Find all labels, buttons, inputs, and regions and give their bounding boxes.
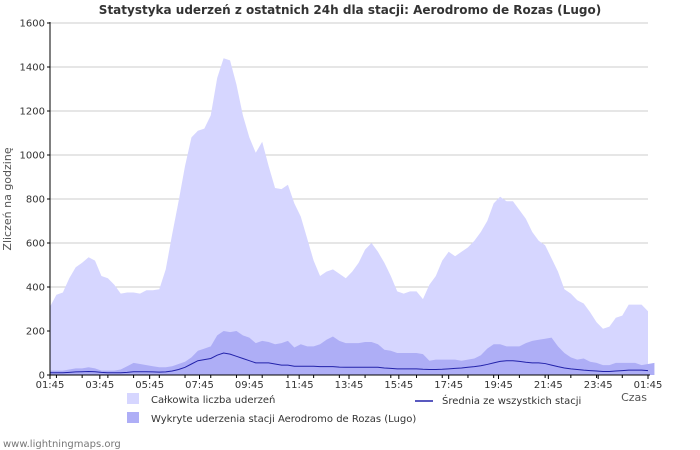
x-tick-label: 05:45 bbox=[135, 380, 164, 391]
series-station-area bbox=[50, 331, 655, 375]
chart-title: Statystyka uderzeń z ostatnich 24h dla s… bbox=[99, 3, 601, 17]
x-tick-label: 17:45 bbox=[434, 380, 463, 391]
y-tick-label: 1000 bbox=[20, 151, 45, 162]
y-tick-label: 400 bbox=[26, 283, 45, 294]
legend-swatch-total bbox=[127, 393, 139, 404]
series-average-line bbox=[50, 352, 649, 374]
y-tick-label: 800 bbox=[26, 195, 45, 206]
x-tick-label: 19:45 bbox=[484, 380, 513, 391]
series-total-area bbox=[50, 58, 648, 375]
x-tick-label: 09:45 bbox=[235, 380, 264, 391]
y-axis-label: Zliczeń na godzinę bbox=[1, 147, 14, 250]
legend-label-station: Wykryte uderzenia stacji Aerodromo de Ro… bbox=[151, 414, 416, 425]
y-tick-labels: 0 200 400 600 800 1000 1200 1400 1600 bbox=[20, 19, 45, 382]
x-tick-label: 11:45 bbox=[285, 380, 314, 391]
x-tick-label: 23:45 bbox=[584, 380, 613, 391]
data-areas bbox=[50, 58, 655, 375]
legend-label-average: Średnia ze wszystkich stacji bbox=[442, 394, 581, 407]
x-tick-label: 01:45 bbox=[36, 380, 65, 391]
x-tick-labels: 01:45 03:45 05:45 07:45 09:45 11:45 13:45 15:45… bbox=[36, 380, 663, 391]
y-tick-label: 0 bbox=[39, 371, 45, 382]
legend-label-total: Całkowita liczba uderzeń bbox=[151, 394, 275, 406]
y-tick-label: 1400 bbox=[20, 63, 45, 74]
y-tick-label: 1200 bbox=[20, 107, 45, 118]
grid-lines bbox=[50, 22, 648, 332]
x-tick-label: 01:45 bbox=[634, 380, 663, 391]
footer-credit: www.lightningmaps.org bbox=[3, 439, 121, 450]
x-tick-label: 15:45 bbox=[384, 380, 413, 391]
x-tick-label: 07:45 bbox=[185, 380, 214, 391]
legend: Całkowita liczba uderzeń Wykryte uderzen… bbox=[127, 393, 581, 425]
legend-swatch-station bbox=[127, 412, 139, 423]
x-axis-label: Czas bbox=[621, 391, 647, 404]
x-tick-label: 21:45 bbox=[534, 380, 563, 391]
y-tick-label: 200 bbox=[26, 327, 45, 338]
x-tick-label: 03:45 bbox=[85, 380, 114, 391]
y-tick-label: 600 bbox=[26, 239, 45, 250]
axes bbox=[47, 22, 650, 379]
y-tick-label: 1600 bbox=[20, 19, 45, 30]
x-tick-label: 13:45 bbox=[335, 380, 364, 391]
